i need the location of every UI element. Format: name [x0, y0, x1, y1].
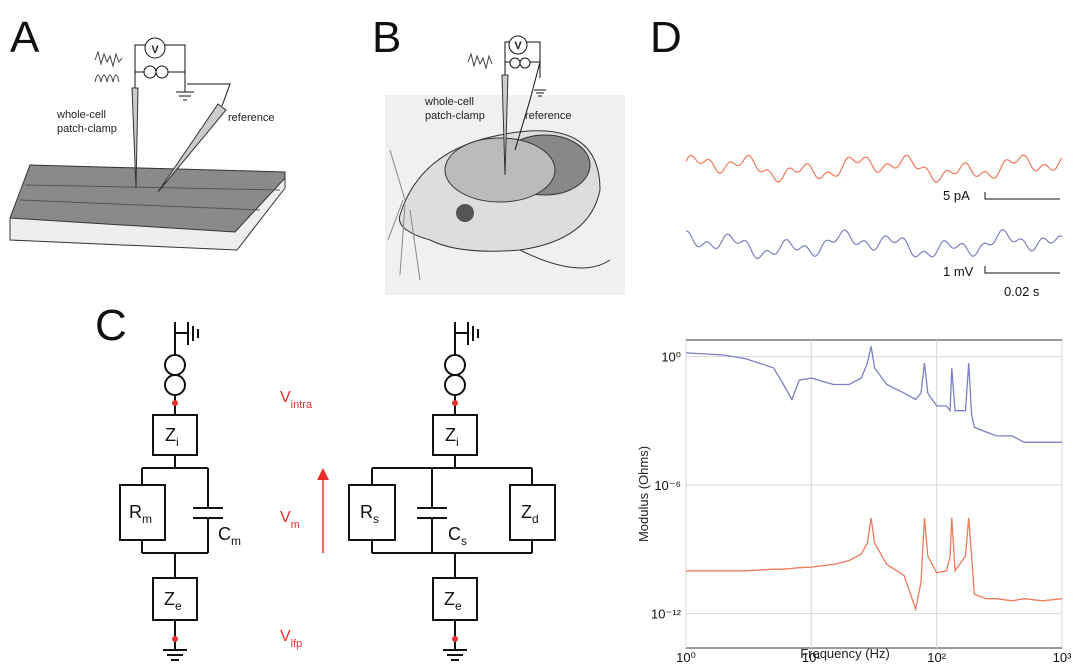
y-axis-label: Modulus (Ohms) [636, 446, 651, 542]
component-label: Ze [444, 589, 462, 613]
mouse-drawing [385, 35, 625, 295]
component-label: Rs [360, 502, 379, 526]
pipette-label: patch-clamp [425, 110, 485, 122]
y-tick-label: 10⁻¹² [651, 607, 682, 622]
scale-label: 5 pA [943, 188, 970, 203]
y-tick-label: 10⁰ [661, 350, 681, 365]
panel-label: B [372, 13, 401, 62]
component-label: Ze [164, 589, 182, 613]
plot-frame [685, 339, 1063, 649]
pipette-label: whole-cell [424, 96, 474, 108]
reference-label: reference [525, 110, 571, 122]
potential-label: Vm [280, 509, 300, 531]
meter-label: V [514, 40, 522, 52]
scale-label: 0.02 s [1004, 284, 1040, 299]
potential-label: Vintra [280, 389, 313, 411]
x-tick-label: 10² [927, 650, 946, 664]
circuit-2 [348, 322, 556, 661]
x-tick-label: 10⁰ [676, 650, 696, 664]
x-tick-label: 10³ [1053, 650, 1072, 664]
voltage-trace [685, 229, 1063, 260]
component-label: Cs [448, 524, 467, 548]
scale-bar [984, 192, 1060, 274]
component-label: Zd [521, 502, 539, 526]
slice-drawing [9, 37, 286, 251]
current-trace [685, 154, 1063, 183]
scale-label: 1 mV [943, 264, 974, 279]
component-label: Cm [218, 524, 241, 548]
pipette-label: whole-cell [56, 109, 106, 121]
x-axis-label: Frequency (Hz) [800, 646, 890, 661]
potential-arrow [317, 468, 329, 553]
y-tick-label: 10⁻⁶ [654, 478, 681, 493]
component-label: Zi [165, 425, 179, 449]
panel-label: C [95, 301, 127, 350]
panel-label: D [650, 13, 682, 62]
component-label: Zi [445, 425, 459, 449]
pipette-label: patch-clamp [57, 123, 117, 135]
meter-label: V [151, 44, 159, 56]
spectrum-line [685, 346, 1062, 443]
reference-label: reference [228, 112, 274, 124]
circuit-1 [119, 322, 223, 661]
potential-label: Vlfp [280, 628, 302, 650]
spectrum-line [686, 517, 1063, 612]
component-label: Rm [129, 502, 152, 526]
x-tick-label: 10¹ [802, 650, 821, 664]
panel-label: A [10, 13, 40, 62]
